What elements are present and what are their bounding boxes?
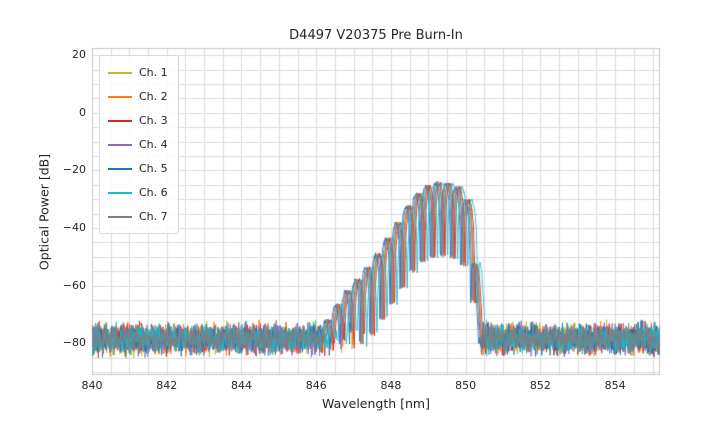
legend-line-swatch bbox=[108, 71, 132, 74]
legend-line-swatch bbox=[108, 215, 132, 218]
y-tick-label: −40 bbox=[62, 221, 86, 235]
chart-title: D4497 V20375 Pre Burn-In bbox=[289, 28, 463, 43]
legend-line-swatch bbox=[108, 143, 132, 146]
legend-line-swatch bbox=[108, 167, 132, 170]
legend-label: Ch. 7 bbox=[139, 210, 168, 223]
x-tick-label: 850 bbox=[455, 379, 477, 392]
x-tick-label: 852 bbox=[529, 379, 551, 392]
legend-label: Ch. 2 bbox=[139, 90, 168, 103]
y-tick-label: −80 bbox=[62, 336, 86, 350]
legend-label: Ch. 1 bbox=[139, 66, 168, 79]
legend-item-ch3: Ch. 3 bbox=[108, 110, 168, 131]
legend-item-ch5: Ch. 5 bbox=[108, 158, 168, 179]
legend-line-swatch bbox=[108, 119, 132, 122]
y-tick-label: −20 bbox=[62, 163, 86, 177]
legend-label: Ch. 3 bbox=[139, 114, 168, 127]
legend-label: Ch. 6 bbox=[139, 186, 168, 199]
legend-item-ch6: Ch. 6 bbox=[108, 182, 168, 203]
legend-item-ch7: Ch. 7 bbox=[108, 206, 168, 227]
y-tick-label: 20 bbox=[72, 48, 86, 62]
y-tick-label: −60 bbox=[62, 278, 86, 292]
x-tick-label: 844 bbox=[230, 379, 252, 392]
x-tick-label: 846 bbox=[305, 379, 327, 392]
legend-line-swatch bbox=[108, 191, 132, 194]
y-tick-label: 0 bbox=[79, 105, 86, 119]
x-axis-label: Wavelength [nm] bbox=[322, 396, 430, 411]
x-tick-label: 842 bbox=[156, 379, 178, 392]
legend-item-ch4: Ch. 4 bbox=[108, 134, 168, 155]
legend-item-ch2: Ch. 2 bbox=[108, 86, 168, 107]
x-tick-label: 854 bbox=[604, 379, 626, 392]
legend-label: Ch. 4 bbox=[139, 138, 168, 151]
legend-label: Ch. 5 bbox=[139, 162, 168, 175]
legend: Ch. 1 Ch. 2 Ch. 3 Ch. 4 Ch. 5 Ch. 6 Ch. … bbox=[99, 55, 179, 234]
legend-line-swatch bbox=[108, 95, 132, 98]
legend-item-ch1: Ch. 1 bbox=[108, 62, 168, 83]
x-tick-label: 848 bbox=[380, 379, 402, 392]
x-tick-label: 840 bbox=[81, 379, 103, 392]
